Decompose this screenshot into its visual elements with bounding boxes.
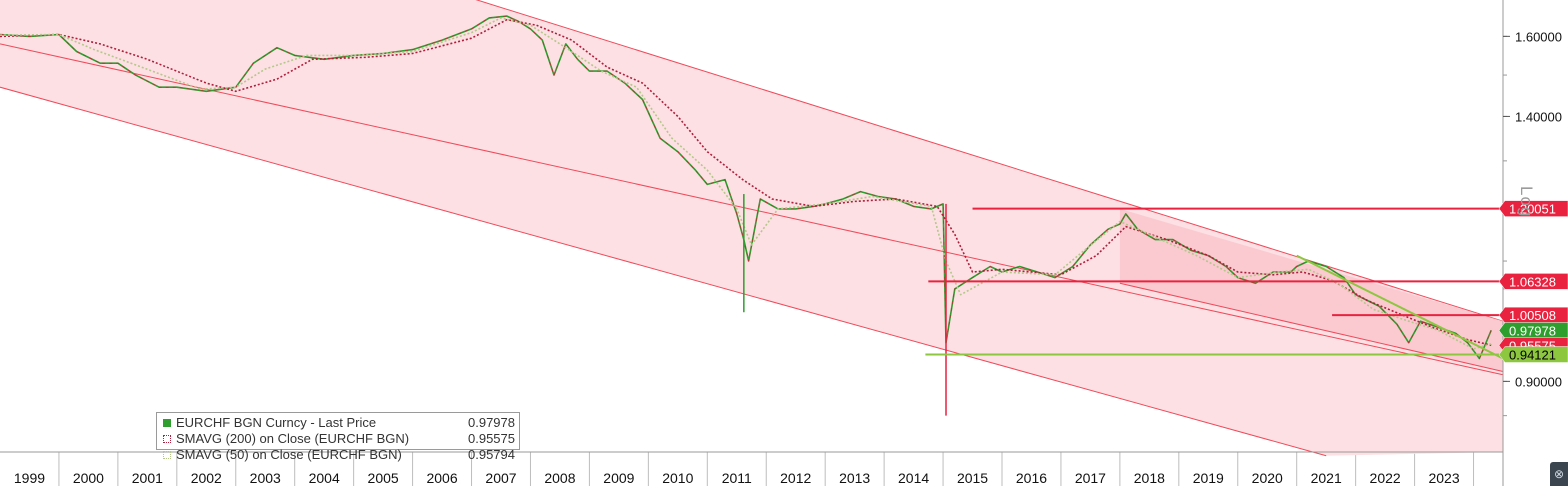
x-tick-label: 2005 [368,470,399,486]
legend-entry-sma50: SMAVG (50) on Close (EURCHF BGN) 0.95794 [163,447,515,463]
chart-legend[interactable]: EURCHF BGN Curncy - Last Price 0.97978 S… [156,412,520,462]
x-tick-label: 2015 [957,470,988,486]
x-tick-label: 2023 [1428,470,1459,486]
x-tick-label: 2003 [250,470,281,486]
log-scale-label: Log [1517,186,1536,218]
y-tick-label: 1.40000 [1515,109,1562,124]
y-tick-label: 1.60000 [1515,29,1562,44]
legend-entry-last-price: EURCHF BGN Curncy - Last Price 0.97978 [163,415,515,431]
legend-marker-dotted-olive [163,451,171,459]
legend-marker-dotted-red [163,435,171,443]
price-tag-box [1498,273,1568,290]
price-tag-box [1498,322,1568,339]
x-tick-label: 2011 [722,470,752,486]
price-tag-label: 1.20051 [1509,202,1556,217]
horizontal-levels [925,207,1504,360]
expand-icon[interactable]: ⊗ [1550,462,1568,486]
series-line-sma50 [0,17,1492,350]
x-tick-label: 2017 [1075,470,1106,486]
x-tick-label: 2009 [603,470,634,486]
regression-channel [0,0,1504,457]
x-tick-label: 2006 [426,470,457,486]
price-tag-label: 0.97978 [1509,323,1556,338]
legend-entry-value: 0.95794 [468,447,515,462]
series-layer [0,15,1492,416]
x-tick-label: 2019 [1193,470,1224,486]
series-line-last-price-down [0,15,1492,360]
price-tags: 1.200511.063281.005080.979780.955750.941… [1498,200,1568,363]
price-tag-label: 0.94121 [1509,348,1556,363]
x-tick-label: 2008 [544,470,575,486]
legend-entry-sma200: SMAVG (200) on Close (EURCHF BGN) 0.9557… [163,431,515,447]
x-tick-label: 2012 [780,470,811,486]
channel-fill [0,0,1503,456]
downtrend-line [1296,254,1504,360]
price-tag-box [1498,200,1568,217]
x-tick-label: 2001 [132,470,163,486]
legend-entry-name: EURCHF BGN Curncy - Last Price [176,415,377,430]
x-tick-label: 2021 [1311,470,1342,486]
price-tag-box [1498,306,1568,324]
x-tick-label: 2004 [309,470,340,486]
x-tick-label: 2022 [1370,470,1401,486]
channel-mid-line [0,43,1504,376]
x-tick-label: 1999 [14,470,45,486]
x-tick-label: 2014 [898,470,929,486]
x-tick-label: 2010 [662,470,693,486]
channel-lower-line [0,86,1327,457]
legend-entry-name: SMAVG (200) on Close (EURCHF BGN) [176,431,410,446]
legend-entry-name: SMAVG (50) on Close (EURCHF BGN) [176,447,402,462]
price-tag-label: 1.00508 [1509,308,1556,323]
channel-upper-line [475,0,1504,322]
legend-marker-green [163,419,171,427]
y-tick-label: 0.90000 [1515,374,1562,389]
x-tick-label: 2007 [485,470,516,486]
x-tick-label: 2016 [1016,470,1047,486]
subchannel-lower-line [1119,282,1504,372]
price-tag-box [1498,346,1568,363]
x-tick-label: 2000 [73,470,104,486]
x-tick-label: 2020 [1252,470,1283,486]
grid-layer [58,452,1475,486]
legend-entry-value: 0.97978 [468,415,515,430]
legend-entry-value: 0.95575 [468,431,515,446]
x-tick-label: 2002 [191,470,222,486]
x-tick-label: 2018 [1134,470,1165,486]
subchannel-fill [1119,208,1503,372]
x-tick-label: 2013 [839,470,870,486]
price-tag-label: 1.06328 [1509,274,1556,289]
